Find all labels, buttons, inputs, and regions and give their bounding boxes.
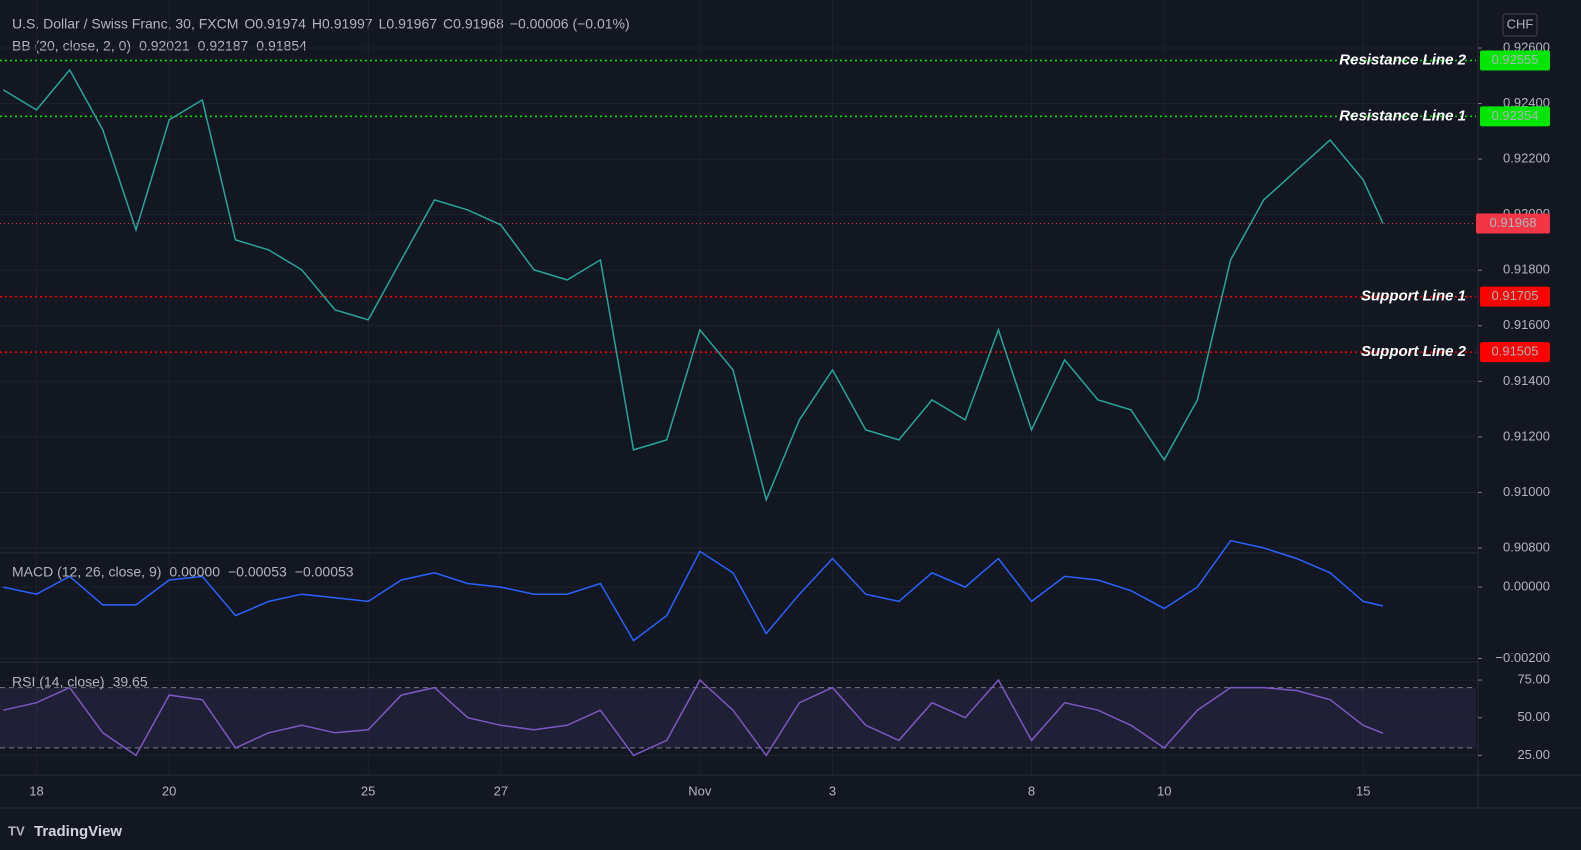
y-tick-label: 50.00: [1517, 709, 1550, 724]
bb-name: BB (20, close, 2, 0): [12, 38, 131, 54]
series-line: [3, 678, 1384, 757]
level-name: Support Line 2: [1361, 343, 1467, 360]
level-price-box: [1480, 342, 1550, 363]
y-tick-label: 0.91600: [1503, 317, 1550, 332]
symbol: U.S. Dollar / Swiss Franc, 30, FXCM: [12, 16, 238, 32]
level-price: 0.92354: [1492, 108, 1539, 123]
x-tick-label: Nov: [688, 783, 712, 798]
x-tick-label: 27: [494, 783, 508, 798]
ohlc-value: 0.91968: [453, 16, 504, 32]
ohlc-value: 0.91997: [322, 16, 373, 32]
ohlc-label: O: [244, 16, 255, 32]
brand: TradingView: [34, 823, 122, 840]
y-tick-label: 0.91200: [1503, 428, 1550, 443]
y-tick-label: 0.91800: [1503, 262, 1550, 277]
bb-value: 0.92187: [198, 38, 249, 54]
change: −0.00006 (−0.01%): [510, 16, 630, 32]
level-name: Support Line 1: [1361, 288, 1466, 305]
y-tick-label: 0.92400: [1503, 95, 1550, 110]
x-tick-label: 8: [1028, 783, 1035, 798]
x-tick-label: 15: [1356, 783, 1370, 798]
current-price-box: [1476, 213, 1550, 234]
bb-value: 0.92021: [139, 38, 190, 54]
current-price: 0.91968: [1490, 215, 1537, 230]
logo-mark: TV: [8, 823, 25, 838]
y-tick-label: 0.90800: [1503, 539, 1550, 554]
indicator-value: −0.00053: [228, 564, 287, 580]
x-tick-label: 25: [361, 783, 375, 798]
ohlc-label: L: [379, 16, 387, 32]
series-line: [2, 68, 1384, 503]
currency: CHF: [1507, 16, 1534, 31]
y-tick-label: 25.00: [1517, 747, 1550, 762]
indicator-value: 0.00000: [169, 564, 220, 580]
legend: U.S. Dollar / Swiss Franc, 30, FXCM O 0.91…: [12, 16, 630, 54]
x-tick-label: 10: [1157, 783, 1171, 798]
level-price-box: [1480, 286, 1550, 307]
y-tick-label: −0.00200: [1495, 650, 1550, 665]
indicator-value: −0.00053: [295, 564, 354, 580]
currency-box: [1502, 13, 1538, 37]
ohlc-value: 0.91967: [386, 16, 437, 32]
y-tick-label: 0.00000: [1503, 579, 1550, 594]
y-tick-label: 75.00: [1517, 672, 1550, 687]
ohlc-label: C: [443, 16, 453, 32]
indicator-name: MACD (12, 26, close, 9): [12, 564, 161, 580]
y-tick-label: 0.91000: [1503, 484, 1550, 499]
indicator-value: 39.65: [113, 674, 148, 690]
x-tick-label: 3: [829, 783, 836, 798]
indicator-name: RSI (14, close): [12, 674, 105, 690]
x-tick-label: 20: [162, 783, 176, 798]
ohlc-value: 0.91974: [255, 16, 306, 32]
ohlc-label: H: [312, 16, 322, 32]
level-price: 0.92555: [1492, 52, 1539, 67]
bb-value: 0.91854: [256, 38, 307, 54]
series-line: [3, 539, 1384, 642]
y-tick-label: 0.91400: [1503, 373, 1550, 388]
x-tick-label: 18: [29, 783, 43, 798]
y-tick-label: 0.92200: [1503, 151, 1550, 166]
level-price: 0.91705: [1492, 288, 1539, 303]
level-price: 0.91505: [1492, 344, 1539, 359]
level-name: Resistance Line 2: [1339, 51, 1466, 68]
level-price-box: [1480, 50, 1550, 71]
level-name: Resistance Line 1: [1339, 107, 1466, 124]
level-price-box: [1480, 106, 1550, 127]
